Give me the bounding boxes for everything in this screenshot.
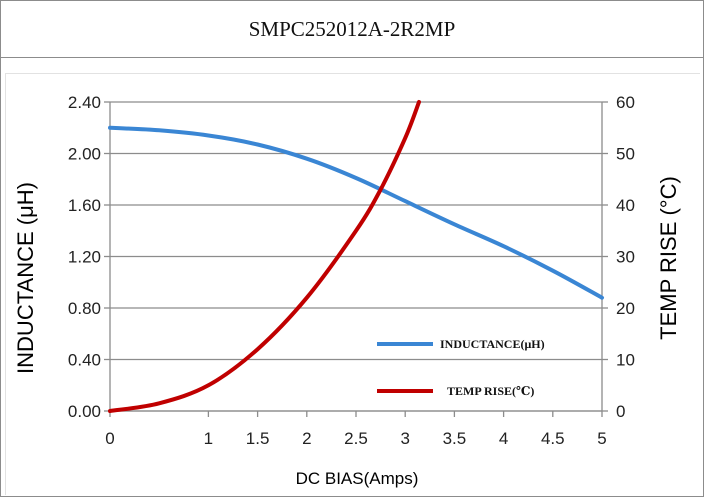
x-tick-label: 4.5 [541,429,565,448]
y-left-tick-label: 0.00 [68,402,101,421]
y-right-tick-label: 20 [616,299,635,318]
y-left-tick-label: 2.00 [68,145,101,164]
y-left-tick-label: 2.40 [68,93,101,112]
x-tick-label: 0 [105,429,114,448]
y-right-tick-label: 40 [616,196,635,215]
plot-panel [5,73,700,495]
legend-label-inductance: INDUCTANCE(μH) [440,337,545,351]
x-tick-label: 2 [302,429,311,448]
x-axis-label: DC BIAS(Amps) [296,469,419,488]
y-right-tick-label: 0 [616,402,625,421]
legend: INDUCTANCE(μH) TEMP RISE(℃) [377,337,545,398]
temp-rise-line [108,100,421,413]
y-left-tick-label: 0.80 [68,299,101,318]
chart-title: SMPC252012A-2R2MP [1,1,703,58]
x-tick-label: 1 [204,429,213,448]
y-left-tick-label: 1.60 [68,196,101,215]
x-tick-label: 5 [597,429,606,448]
y-right-tick-label: 10 [616,351,635,370]
x-tick-label: 4 [499,429,508,448]
y-left-tick-label: 1.20 [68,248,101,267]
series-lines [108,100,604,413]
inductance-line [108,125,604,300]
x-tick-label: 3.5 [443,429,467,448]
x-tick-label: 3 [400,429,409,448]
axes [104,101,608,417]
y-right-tick-label: 50 [616,145,635,164]
y-right-tick-label: 60 [616,93,635,112]
y-left-tick-label: 0.40 [68,351,101,370]
tick-labels: 0.000.400.801.201.602.002.40010203040506… [68,93,635,448]
legend-label-temp-rise: TEMP RISE(℃) [447,384,534,398]
y-axis-left-label: INDUCTANCE (μH) [13,182,38,374]
y-right-tick-label: 30 [616,248,635,267]
x-tick-label: 1.5 [246,429,270,448]
y-axis-right-label: TEMP RISE (°C) [656,176,681,340]
x-tick-label: 2.5 [344,429,368,448]
